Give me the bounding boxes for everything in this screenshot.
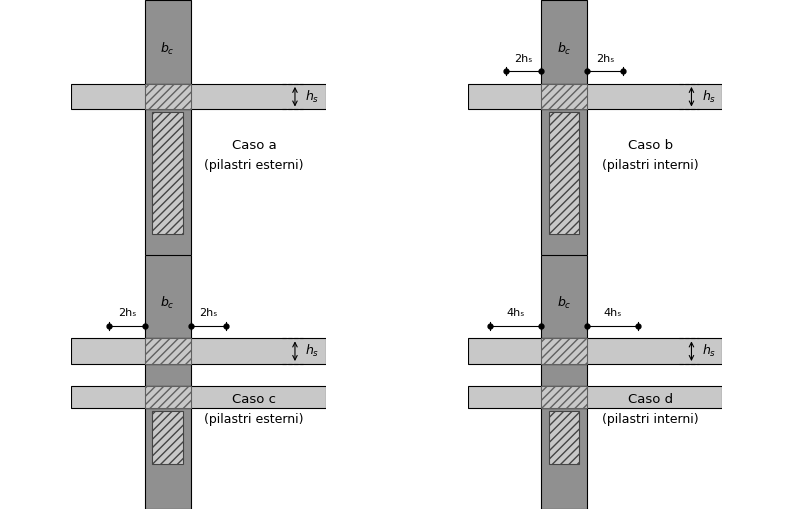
Bar — [542, 386, 587, 408]
Text: $h_s$: $h_s$ — [702, 89, 716, 105]
Text: Caso d: Caso d — [628, 393, 673, 406]
Bar — [145, 338, 190, 364]
Bar — [71, 386, 325, 408]
Text: $h_s$: $h_s$ — [702, 343, 716, 359]
Text: (pilastri interni): (pilastri interni) — [603, 159, 699, 172]
Text: 2hₛ: 2hₛ — [118, 308, 136, 318]
Bar — [145, 254, 190, 338]
Bar — [145, 109, 190, 255]
Text: $b_c$: $b_c$ — [160, 41, 175, 57]
Text: 2hₛ: 2hₛ — [515, 53, 533, 64]
Bar — [542, 364, 587, 386]
Text: 2hₛ: 2hₛ — [596, 53, 614, 64]
Text: Caso a: Caso a — [232, 138, 277, 152]
Bar — [468, 338, 722, 364]
Bar — [542, 408, 587, 509]
Bar — [542, 338, 587, 364]
Bar — [71, 84, 325, 109]
Bar — [542, 84, 587, 109]
Text: (pilastri esterni): (pilastri esterni) — [205, 159, 304, 172]
Bar — [145, 0, 190, 84]
Bar — [542, 254, 587, 338]
Bar — [152, 112, 183, 234]
Text: $h_s$: $h_s$ — [305, 89, 320, 105]
Text: Caso b: Caso b — [628, 138, 673, 152]
Text: $b_c$: $b_c$ — [160, 295, 175, 312]
Text: (pilastri esterni): (pilastri esterni) — [205, 413, 304, 427]
Bar — [145, 386, 190, 408]
Bar — [542, 0, 587, 84]
Bar — [542, 109, 587, 255]
Text: 2hₛ: 2hₛ — [199, 308, 217, 318]
Bar — [549, 411, 580, 464]
Bar — [145, 408, 190, 509]
Bar — [468, 84, 722, 109]
Bar — [145, 84, 190, 109]
Text: $h_s$: $h_s$ — [305, 343, 320, 359]
Text: $b_c$: $b_c$ — [557, 41, 572, 57]
Text: 4hₛ: 4hₛ — [507, 308, 525, 318]
Bar — [71, 338, 325, 364]
Text: $b_c$: $b_c$ — [557, 295, 572, 312]
Text: Caso c: Caso c — [232, 393, 276, 406]
Text: 4hₛ: 4hₛ — [603, 308, 622, 318]
Text: (pilastri interni): (pilastri interni) — [603, 413, 699, 427]
Bar — [549, 112, 580, 234]
Bar — [468, 386, 722, 408]
Bar — [152, 411, 183, 464]
Bar — [145, 364, 190, 386]
